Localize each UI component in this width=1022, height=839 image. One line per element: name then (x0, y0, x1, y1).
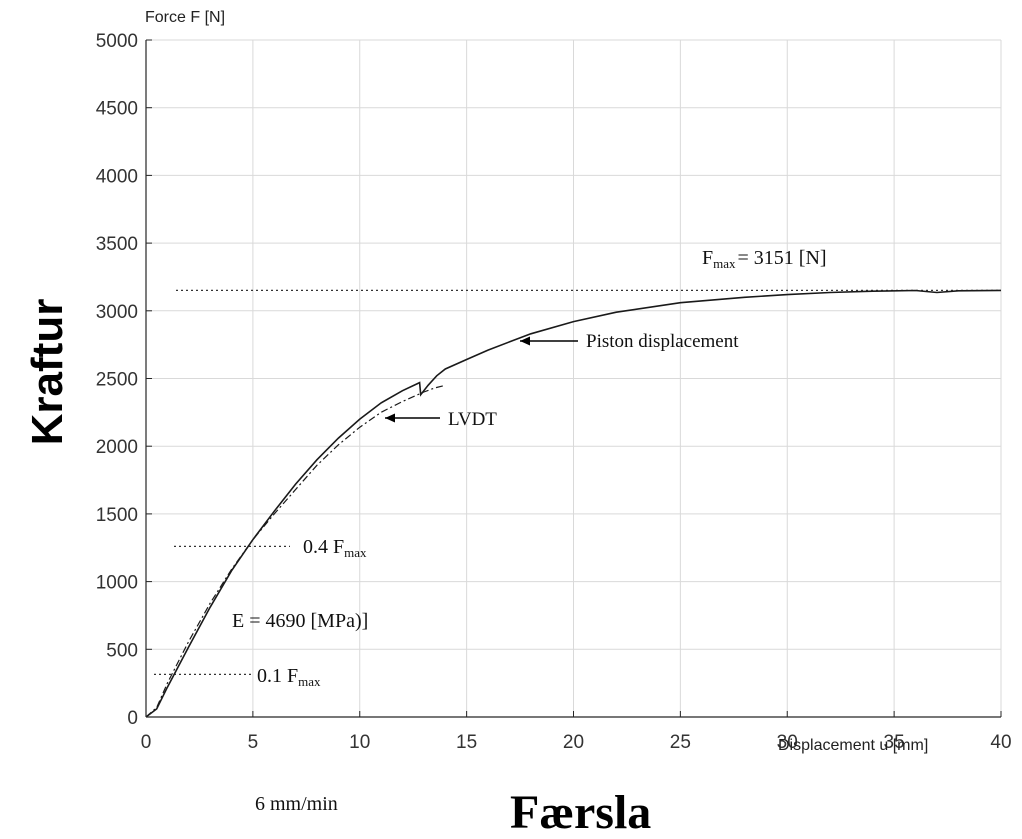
reference-lines (154, 289, 1001, 675)
fmax-symbol: F (702, 247, 713, 269)
x-tick-label: 35 (884, 732, 905, 753)
y-tick-label: 3500 (96, 234, 138, 255)
y-tick-label: 3000 (96, 302, 138, 323)
x-tick-label: 10 (349, 732, 370, 753)
point4-text: 0.4 F (303, 536, 344, 558)
x-tick-label: 40 (990, 732, 1011, 753)
lvdt-arrow-head (385, 413, 395, 423)
x-tick-label: 20 (563, 732, 584, 753)
series-line-lvdt (145, 384, 446, 718)
point1-subscript: max (298, 674, 321, 689)
y-tick-label: 1000 (96, 573, 138, 594)
modulus-annotation: E = 4690 [MPa)] (232, 610, 368, 632)
data-series (145, 289, 1002, 718)
x-axis-label: Displacement u [mm] (778, 737, 928, 754)
x-tick-label: 15 (456, 732, 477, 753)
x-tick-label: 25 (670, 732, 691, 753)
annotation-arrows (385, 336, 578, 423)
x-tick-label: 30 (777, 732, 798, 753)
fmax-annotation: Fmax = 3151 [N] (702, 247, 827, 271)
axes (145, 39, 1002, 718)
y-tick-label: 500 (106, 640, 138, 661)
series-line-piston-displacement (145, 289, 1002, 718)
x-tick-label: 5 (248, 732, 259, 753)
y-tick-label: 4000 (96, 166, 138, 187)
point4-annotation: 0.4 Fmax (303, 536, 367, 560)
grid-lines (146, 39, 1002, 717)
point1-text: 0.1 F (257, 665, 298, 687)
rate-note: 6 mm/min (255, 793, 338, 815)
y-tick-label: 5000 (96, 31, 138, 52)
tick-labels: 0 5 10 15 20 25 30 35 40 0 500 1000 1500 2000 2500 3000… (96, 31, 1012, 753)
y-axis-label: Force F [N] (145, 9, 225, 26)
fmax-value-text: = 3151 [N] (738, 247, 827, 269)
x-tick-label: 0 (141, 732, 152, 753)
y-tick-label: 2000 (96, 437, 138, 458)
point1-annotation: 0.1 Fmax (257, 665, 321, 689)
piston-label: Piston displacement (586, 331, 739, 352)
fmax-subscript: max (713, 256, 736, 271)
y-tick-label: 0 (127, 708, 138, 729)
point4-subscript: max (344, 545, 367, 560)
piston-arrow-head (520, 336, 530, 346)
big-y-title: Kraftur (23, 299, 72, 446)
y-tick-label: 1500 (96, 505, 138, 526)
y-tick-label: 2500 (96, 370, 138, 391)
big-x-title: Færsla (510, 786, 651, 839)
lvdt-label: LVDT (448, 409, 497, 430)
y-tick-label: 4500 (96, 99, 138, 120)
